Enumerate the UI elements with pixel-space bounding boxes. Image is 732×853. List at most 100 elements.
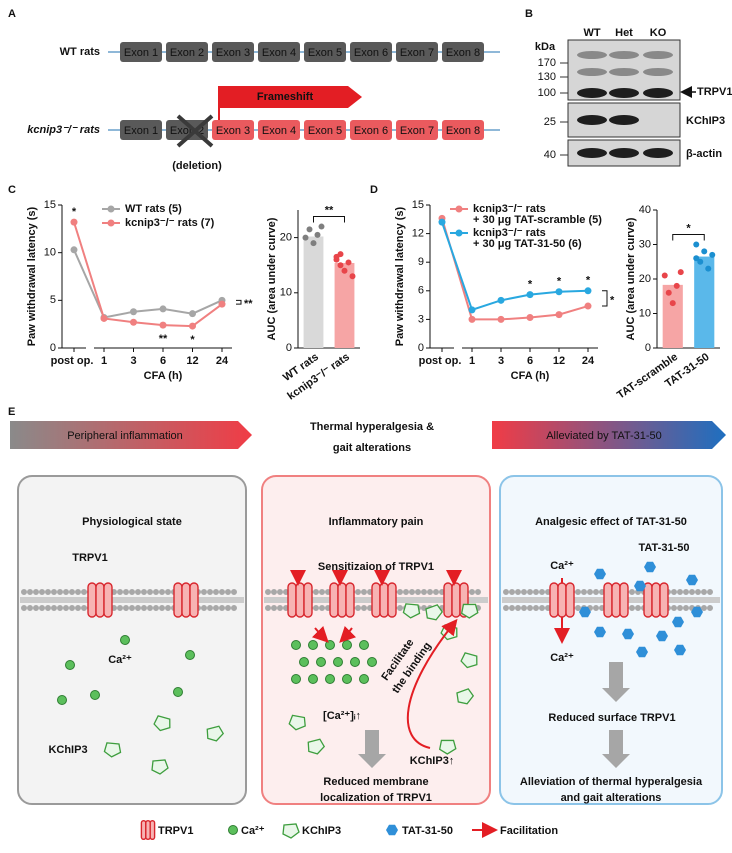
y-tick-label: 10 [280, 287, 292, 299]
point [497, 315, 505, 323]
point [584, 287, 592, 295]
label: Frameshift [257, 91, 314, 103]
label: Exon 3 [216, 47, 250, 59]
point [584, 302, 592, 310]
exon [442, 42, 484, 62]
y-tick-label: 0 [418, 342, 424, 354]
y-tick-label: 30 [639, 238, 651, 250]
label: Inflammatory pain [329, 516, 424, 528]
band [643, 88, 673, 98]
point [302, 234, 309, 241]
label: TRPV1 [697, 86, 732, 98]
trpv1-icon [329, 582, 339, 618]
band [643, 68, 673, 76]
calcium-icon [120, 635, 130, 645]
point [349, 273, 356, 280]
legend-label: kcnip3⁻/⁻ rats + 30 μg TAT-scramble (5) [473, 203, 602, 226]
y-tick-label: 12 [412, 228, 424, 240]
kchip3-icon [460, 652, 478, 669]
band [609, 68, 639, 76]
exon [396, 42, 438, 62]
exon [166, 42, 208, 62]
kchip3-icon [288, 714, 306, 731]
kchip3-icon [282, 823, 300, 839]
series-line [441, 218, 589, 321]
legend-label: + 30 μg TAT-scramble (5) [473, 214, 602, 226]
y-axis-title: Paw withdrawal latency (s) [26, 206, 38, 346]
tat-icon [656, 630, 668, 642]
label: Exon 8 [446, 47, 480, 59]
trpv1-icon [181, 582, 191, 618]
calcium-icon [367, 657, 377, 667]
point [318, 223, 325, 230]
label: Exon 7 [400, 125, 434, 137]
trpv1-icon [443, 582, 453, 618]
label: Alleviation of thermal hyperalgesia [520, 776, 703, 788]
point [555, 311, 563, 319]
deletion-cross [176, 114, 214, 148]
process-arrow [358, 730, 386, 768]
calcium-icon [185, 650, 195, 660]
exon [120, 120, 162, 140]
band [609, 51, 639, 59]
calcium-icon [342, 674, 352, 684]
exon [212, 120, 254, 140]
exon [258, 42, 300, 62]
kchip3-icon [151, 759, 169, 775]
point [526, 313, 534, 321]
process-arrow [602, 730, 630, 768]
trpv1-icon [619, 582, 629, 618]
y-axis-title: AUC (area under curve) [625, 217, 637, 340]
calcium-icon [57, 695, 67, 705]
trpv1-icon [303, 582, 313, 618]
exon [212, 42, 254, 62]
y-tick-label: 3 [418, 313, 424, 325]
calcium-icon [342, 640, 352, 650]
band [577, 51, 607, 59]
calcium-icon [65, 660, 75, 670]
label: 25 [544, 116, 556, 128]
legend-label: kcnip3⁻/⁻ rats + 30 μg TAT-31-50 (6) [473, 227, 582, 250]
label: β-actin [686, 148, 722, 160]
x-tick-label: 12 [553, 355, 565, 367]
y-tick-label: 15 [44, 199, 56, 211]
label: and gait alterations [561, 792, 662, 804]
point [661, 272, 668, 279]
y-tick-label: 20 [280, 232, 292, 244]
point [314, 231, 321, 238]
label: Exon 1 [124, 47, 158, 59]
y-tick-label: 9 [418, 256, 424, 268]
point [159, 321, 167, 329]
label: Facilitation [500, 825, 558, 837]
exon [350, 120, 392, 140]
trpv1-icon [565, 582, 575, 618]
legend-label: kcnip3⁻/⁻ rats (7) [125, 217, 215, 229]
point [701, 248, 708, 255]
trpv1-icon [189, 582, 199, 618]
facilitation-arrow [406, 618, 458, 749]
point [100, 314, 108, 322]
point [468, 306, 476, 314]
exon [442, 120, 484, 140]
legend-marker [455, 205, 463, 213]
trpv1-icon [173, 582, 183, 618]
trpv1-icon [603, 582, 613, 618]
tat-icon [594, 626, 606, 638]
label: TRPV1 [72, 552, 107, 564]
header-arrow [492, 421, 726, 449]
label: TAT-31-50 [639, 542, 690, 554]
band [643, 148, 673, 158]
point [526, 291, 534, 299]
frameshift-arrow [219, 86, 362, 108]
point [306, 226, 313, 233]
exon [258, 120, 300, 140]
point [189, 322, 196, 330]
x-tick-label: post op. [419, 355, 462, 367]
calcium-icon [228, 825, 238, 835]
bar [694, 256, 715, 348]
tat-icon [644, 561, 656, 573]
point [693, 255, 700, 262]
series-line [73, 221, 223, 328]
band [577, 88, 607, 98]
